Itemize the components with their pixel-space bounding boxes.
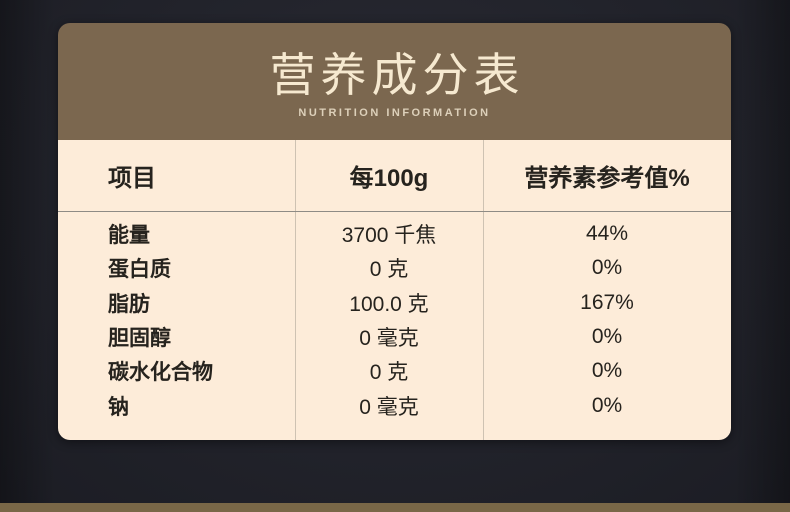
row-per100g-value: 0 克 (369, 258, 409, 282)
column-header-per100g: 每100g (349, 165, 429, 192)
row-per100g-value: 100.0 克 (349, 292, 429, 316)
nutrition-table: 项目 每100g 营养素参考值% 能量 3700 千焦 44% 蛋白质 0 克 … (58, 140, 731, 440)
table-body: 能量 3700 千焦 44% 蛋白质 0 克 0% 脂肪 100.0 克 167… (58, 212, 731, 439)
row-nrv-value: 0% (591, 256, 623, 280)
column-header-nrv: 营养素参考值% (524, 165, 690, 192)
table-row: 胆固醇 0 毫克 0% (58, 320, 731, 354)
column-divider-1 (295, 140, 296, 440)
row-item-label: 能量 (108, 224, 150, 248)
column-divider-2 (483, 140, 484, 440)
table-row: 能量 3700 千焦 44% (58, 217, 731, 251)
column-header-item: 项目 (108, 165, 156, 192)
row-nrv-value: 0% (591, 325, 623, 349)
row-item-label: 蛋白质 (108, 258, 171, 282)
table-row: 碳水化合物 0 克 0% (58, 354, 731, 388)
row-nrv-value: 167% (580, 290, 634, 314)
row-item-label: 脂肪 (108, 292, 150, 316)
table-row: 钠 0 毫克 0% (58, 389, 731, 423)
row-nrv-value: 0% (591, 393, 623, 417)
row-per100g-value: 0 毫克 (359, 327, 419, 351)
row-per100g-value: 0 毫克 (359, 395, 419, 419)
nutrition-card: 营养成分表 NUTRITION INFORMATION 项目 每100g 营养素… (58, 23, 731, 440)
row-nrv-value: 0% (591, 359, 623, 383)
row-item-label: 钠 (108, 395, 129, 419)
nutrition-title: 营养成分表 (269, 47, 525, 102)
table-header-row: 项目 每100g 营养素参考值% (58, 140, 731, 212)
row-item-label: 碳水化合物 (108, 361, 213, 385)
row-item-label: 胆固醇 (108, 327, 171, 351)
row-nrv-value: 44% (585, 222, 629, 246)
table-row: 蛋白质 0 克 0% (58, 251, 731, 285)
row-per100g-value: 3700 千焦 (341, 224, 437, 248)
row-per100g-value: 0 克 (369, 361, 409, 385)
bottom-strip (0, 503, 790, 512)
card-header: 营养成分表 NUTRITION INFORMATION (58, 23, 731, 140)
table-row: 脂肪 100.0 克 167% (58, 286, 731, 320)
nutrition-subtitle: NUTRITION INFORMATION (298, 107, 491, 120)
